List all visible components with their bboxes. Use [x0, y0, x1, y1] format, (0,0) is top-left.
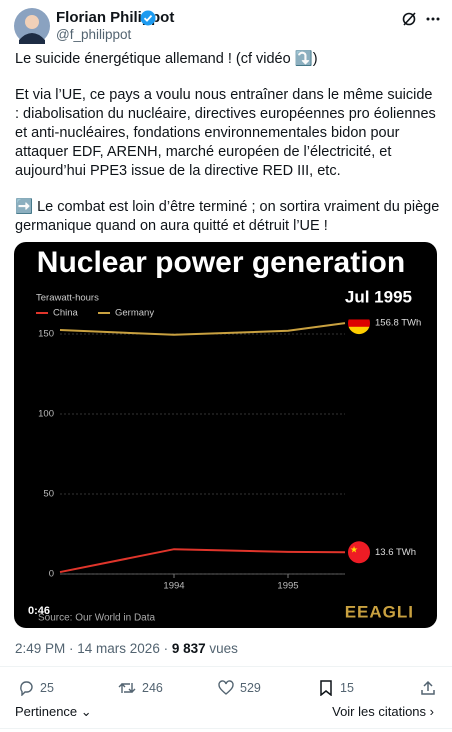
- source: Source: Our World in Data: [38, 613, 156, 624]
- flag-germany: [348, 312, 370, 335]
- flag-stripe: [348, 319, 370, 328]
- reply-button[interactable]: 25: [18, 680, 54, 696]
- author-name[interactable]: Florian Philippot: [56, 9, 175, 26]
- x-tick-label: 1995: [277, 581, 298, 592]
- like-count: 529: [240, 681, 261, 695]
- series-line: [59, 548, 346, 574]
- y-tick-label: 100: [38, 409, 54, 420]
- bookmark-icon: [320, 680, 332, 696]
- chart-title: Nuclear power generation: [37, 246, 405, 279]
- flag-star: ★: [350, 545, 358, 555]
- end-label: 13.6 TWh: [375, 547, 416, 558]
- tweet-meta: 2:49 PM · 14 mars 2026 · 9 837 vues: [15, 641, 238, 656]
- separator: [0, 666, 452, 667]
- bookmark-button[interactable]: 15: [318, 680, 354, 696]
- y-axis-label: Terawatt-hours: [36, 293, 99, 304]
- flag-field: [348, 541, 370, 564]
- views-count: 9 837: [171, 641, 206, 656]
- reply-count: 25: [40, 681, 54, 695]
- like-icon: [218, 680, 234, 695]
- end-label: 156.8 TWh: [375, 318, 421, 329]
- share-button[interactable]: [420, 680, 436, 696]
- y-tick-label: 50: [43, 489, 54, 500]
- paragraph: ➡️ Le combat est loin d’être terminé ; o…: [15, 199, 440, 234]
- repost-icon: [118, 683, 136, 693]
- sort-replies[interactable]: Pertinence ⌄: [15, 704, 92, 719]
- flag-china: ★: [348, 541, 370, 564]
- legend-label: Germany: [115, 308, 154, 319]
- chart: Nuclear power generation Terawatt-hours …: [28, 246, 421, 624]
- author-handle[interactable]: @f_philippot: [56, 27, 132, 42]
- separator: [0, 728, 452, 729]
- avatar[interactable]: [14, 8, 50, 44]
- verified-badge: [140, 10, 156, 26]
- video[interactable]: Nuclear power generation Terawatt-hours …: [14, 242, 437, 628]
- logo: EEAGLI: [345, 602, 414, 621]
- paragraph: Et via l’UE, ce pays a voulu nous entraî…: [15, 87, 436, 179]
- bookmark-count: 15: [340, 681, 354, 695]
- header-icons[interactable]: [402, 11, 442, 27]
- view-quotes[interactable]: Voir les citations ›: [332, 704, 434, 719]
- repost-count: 246: [142, 681, 163, 695]
- video-timestamp: 0:46: [28, 605, 50, 617]
- sort-label: Pertinence: [15, 704, 78, 719]
- flag-stripe: [348, 312, 370, 320]
- repost-button[interactable]: 246: [118, 680, 163, 696]
- legend-label: China: [53, 308, 79, 319]
- tweet-text: Le suicide énergétique allemand ! (cf vi…: [15, 50, 440, 253]
- like-button[interactable]: 529: [218, 680, 261, 696]
- reply-icon: [20, 681, 33, 696]
- timestamp[interactable]: 2:49 PM · 14 mars 2026 ·: [15, 641, 169, 656]
- paragraph: Le suicide énergétique allemand ! (cf vi…: [15, 51, 318, 67]
- series-line: [59, 322, 346, 336]
- x-tick-label: 1994: [163, 581, 184, 592]
- y-tick-label: 150: [38, 329, 54, 340]
- date-label: Jul 1995: [345, 287, 412, 306]
- views-label: vues: [209, 641, 238, 656]
- flag-stripe: [348, 326, 370, 335]
- quotes-label: Voir les citations: [332, 704, 427, 719]
- y-tick-label: 0: [49, 569, 54, 580]
